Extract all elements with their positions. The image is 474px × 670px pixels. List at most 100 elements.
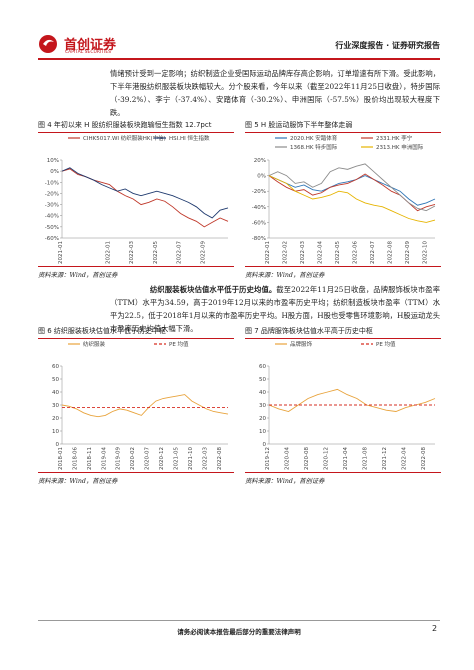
y-tick-label: 0 <box>56 442 60 448</box>
y-tick-label: 50 <box>259 377 266 383</box>
figure-title: 图 4 年初以来 H 股纺织服装板块跑输恒生指数 12.7pct <box>38 120 234 133</box>
x-tick-label: 2020-02 <box>130 447 136 470</box>
legend-label: HSI.HI 恒生指数 <box>169 134 210 142</box>
x-tick-label: 2022-08 <box>217 447 223 470</box>
x-tick-label: 2022-10 <box>422 241 428 264</box>
y-tick-label: -30% <box>45 203 59 209</box>
y-tick-label: 0% <box>257 174 266 180</box>
figure-source: 资料来源：Wind，首创证券 <box>245 472 441 485</box>
x-tick-label: 2022-07 <box>177 241 183 264</box>
y-tick-label: -20% <box>252 189 266 195</box>
y-tick-label: 20 <box>52 416 59 422</box>
x-tick-label: 2022-09 <box>405 241 411 264</box>
x-tick-label: 2021-10 <box>188 447 194 470</box>
x-tick-label: 2022-05 <box>335 241 341 264</box>
chart: 10% 0% -10% -20% -30% -40% -50% -60%2021-01 2022… <box>45 134 229 264</box>
y-tick-label: 60 <box>52 364 59 370</box>
y-tick-label: -40% <box>45 214 59 220</box>
x-tick-label: 2022-01 <box>265 241 271 264</box>
logo-text: 首创证券 <box>64 38 117 53</box>
legend-label: PE 均值 <box>169 340 189 348</box>
legend-label: CIHK5017.WI 纺织服装HK(中信) <box>83 134 166 142</box>
x-tick-label: 2020-12 <box>159 447 165 470</box>
header-rule <box>38 58 440 60</box>
y-tick-label: 40 <box>259 390 266 396</box>
x-tick-label: 2018-06 <box>72 447 78 470</box>
x-tick-label: 2020-07 <box>145 447 151 470</box>
x-tick-label: 2021-04 <box>343 447 349 470</box>
y-tick-label: -60% <box>45 236 59 242</box>
disclaimer: 请务必阅读本报告最后部分的重要法律声明 <box>177 628 301 636</box>
x-tick-label: 2022-06 <box>352 241 358 264</box>
x-tick-label: 2020-12 <box>324 447 330 470</box>
x-tick-label: 2018-11 <box>87 447 93 470</box>
x-tick-label: 2020-04 <box>285 447 291 470</box>
x-tick-label: 2022-07 <box>370 241 376 264</box>
chart: 0 10 20 30 40 50 60 2019-12 2020-04 2020-08 2020-1… <box>259 340 436 470</box>
y-tick-label: 0% <box>50 169 59 175</box>
x-tick-label: 2018-01 <box>58 447 64 470</box>
line-series <box>268 175 436 206</box>
y-tick-label: 50 <box>52 377 59 383</box>
line-series <box>61 394 229 418</box>
x-tick-label: 2019-09 <box>116 447 122 470</box>
y-tick-label: 60 <box>259 364 266 370</box>
logo-en: CAPITAL SECURITIES <box>65 50 112 55</box>
y-tick-label: 10% <box>47 158 59 164</box>
y-tick-label: -60% <box>252 220 266 226</box>
x-tick-label: 2021-01 <box>58 241 64 264</box>
paragraph-text: 截至2022年11月25日收盘，品牌服饰板块市盈率（TTM）水平为34.59，高… <box>110 285 440 333</box>
x-tick-label: 2021-08 <box>363 447 369 470</box>
line-series <box>268 173 436 212</box>
x-tick-label: 2020-08 <box>304 447 310 470</box>
x-tick-label: 2022-04 <box>317 241 323 264</box>
x-tick-label: 2022-03 <box>129 241 135 264</box>
y-tick-label: 10 <box>52 429 59 435</box>
figure-source: 资料来源：Wind，首创证券 <box>38 472 234 485</box>
page-number: 2 <box>432 624 438 633</box>
figure-source: 资料来源：Wind，首创证券 <box>245 266 441 279</box>
figure-source: 资料来源：Wind，首创证券 <box>38 266 234 279</box>
y-tick-label: 40 <box>52 390 59 396</box>
x-tick-label: 2022-05 <box>153 241 159 264</box>
y-tick-label: 20% <box>254 158 266 164</box>
y-tick-label: -50% <box>45 225 59 231</box>
footer-rule <box>38 620 440 621</box>
line-series <box>268 175 436 223</box>
x-tick-label: 2019-12 <box>265 447 271 470</box>
y-tick-label: 20 <box>259 416 266 422</box>
figure-title: 图 7 品牌服饰板块估值水平高于历史中枢 <box>245 326 441 339</box>
x-tick-label: 2022-01 <box>105 241 111 264</box>
x-tick-label: 2022-03 <box>202 447 208 470</box>
y-tick-label: 30 <box>259 403 266 409</box>
legend-label: 2331.HK 李宁 <box>376 134 413 142</box>
y-tick-label: 0 <box>263 442 267 448</box>
y-tick-label: 10 <box>259 429 266 435</box>
legend-label: 纺织服装 <box>83 340 106 348</box>
y-tick-label: -10% <box>45 180 59 186</box>
paragraph: 纺织服装板块估值水平低于历史均值。截至2022年11月25日收盘，品牌服饰板块市… <box>110 283 440 335</box>
legend-label: 1368.HK 特步国际 <box>290 143 338 151</box>
legend-label: 品牌服饰 <box>290 340 313 348</box>
x-tick-label: 2022-08 <box>421 447 427 470</box>
lead: 纺织服装板块估值水平低于历史均值。 <box>150 285 277 294</box>
legend-label: PE 均值 <box>376 340 396 348</box>
line-series <box>268 388 436 412</box>
figure-title: 图 5 H 股运动服饰下半年整体走弱 <box>245 120 441 133</box>
y-tick-label: -40% <box>252 205 266 211</box>
y-tick-label: -20% <box>45 191 59 197</box>
line-series <box>61 167 229 219</box>
report-type: 行业深度报告 · 证券研究报告 <box>335 41 440 50</box>
logo-icon <box>38 34 64 54</box>
line-series <box>268 163 436 212</box>
x-tick-label: 2022-03 <box>300 241 306 264</box>
y-tick-label: -80% <box>252 236 266 242</box>
legend-label: 2020.HK 安踏体育 <box>290 134 338 142</box>
x-tick-label: 2022-09 <box>200 241 206 264</box>
chart: 0 10 20 30 40 50 60 2018-01 2018-06 2018-11 2019-0… <box>52 340 229 470</box>
y-tick-label: 30 <box>52 403 59 409</box>
legend-label: 2313.HK 申洲国际 <box>376 143 424 151</box>
x-tick-label: 2019-04 <box>101 447 107 470</box>
x-tick-label: 2022-02 <box>282 241 288 264</box>
